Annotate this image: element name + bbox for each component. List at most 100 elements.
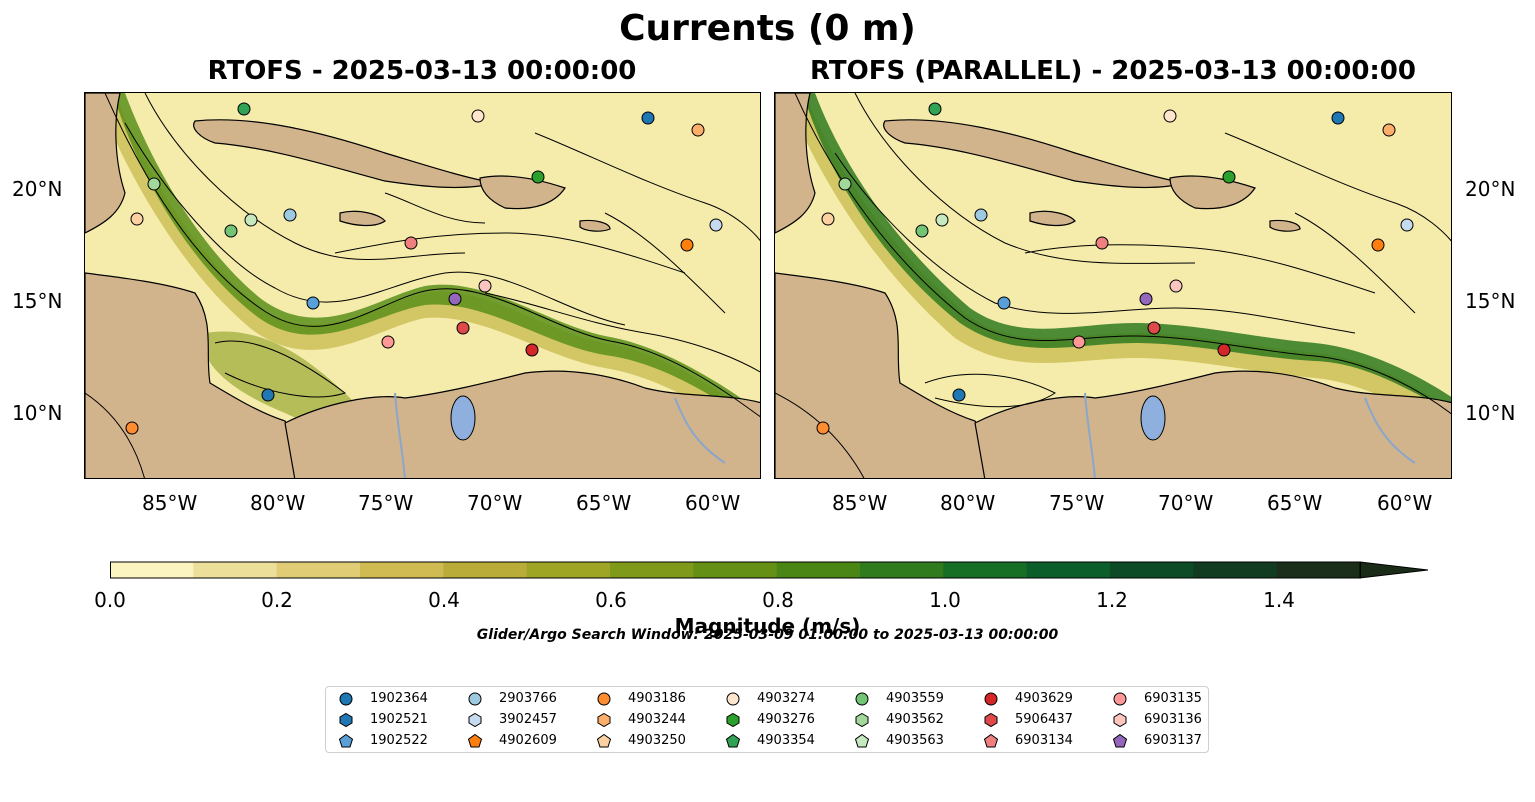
colorbar-segment <box>110 562 194 578</box>
right-lat-tick: 10°N <box>1465 401 1516 425</box>
float-4903250[interactable] <box>821 212 835 226</box>
float-4903276[interactable] <box>531 170 545 184</box>
float-3902457[interactable] <box>1400 218 1414 232</box>
left-map-panel[interactable] <box>84 92 761 479</box>
hexagon-marker-icon <box>984 712 998 728</box>
float-6903135[interactable] <box>381 335 395 349</box>
south-america-land <box>974 370 1451 478</box>
float-4903244[interactable] <box>1382 123 1396 137</box>
cuba-land <box>883 119 1186 189</box>
float-4903559[interactable] <box>224 224 238 238</box>
float-1902521[interactable] <box>952 388 966 402</box>
float-4903629[interactable] <box>1217 343 1231 357</box>
float-1902521[interactable] <box>261 388 275 402</box>
float-1902364[interactable] <box>1331 111 1345 125</box>
float-5906437[interactable] <box>1147 321 1161 335</box>
legend-label: 4903354 <box>757 733 815 748</box>
float-4903186[interactable] <box>125 421 139 435</box>
puerto-rico-land <box>1269 219 1301 232</box>
float-2903766[interactable] <box>974 208 988 222</box>
legend-label: 4903186 <box>628 691 686 706</box>
colorbar-segment <box>360 562 444 578</box>
legend-label: 4903559 <box>886 691 944 706</box>
colorbar-segment <box>693 562 778 578</box>
float-4903244[interactable] <box>691 123 705 137</box>
float-5906437[interactable] <box>456 321 470 335</box>
right-lon-tick: 65°W <box>1267 491 1323 515</box>
float-6903137[interactable] <box>1139 292 1153 306</box>
float-4903274[interactable] <box>1163 109 1177 123</box>
float-6903136[interactable] <box>1169 279 1183 293</box>
current-band-outer <box>95 93 760 442</box>
pentagon-marker-icon <box>725 733 741 748</box>
right-lon-tick: 70°W <box>1158 491 1214 515</box>
lake-maracaibo <box>450 395 476 441</box>
float-6903134[interactable] <box>404 236 418 250</box>
float-6903134[interactable] <box>1095 236 1109 250</box>
hexagon-marker-icon <box>726 712 740 728</box>
float-4903562[interactable] <box>147 177 161 191</box>
right-map-panel[interactable] <box>774 92 1452 479</box>
left-lon-tick: 80°W <box>250 491 306 515</box>
hispaniola-land <box>479 175 566 210</box>
float-1902522[interactable] <box>306 296 320 310</box>
colorbar-segment <box>1110 562 1194 578</box>
right-lon-tick: 60°W <box>1377 491 1433 515</box>
float-4903563[interactable] <box>244 213 258 227</box>
colorbar-segment <box>276 562 361 578</box>
float-6903135[interactable] <box>1072 335 1086 349</box>
colorbar-tick: 0.2 <box>261 588 293 612</box>
legend-label: 4903274 <box>757 691 815 706</box>
float-4903629[interactable] <box>525 343 539 357</box>
colorbar-segment <box>1193 562 1278 578</box>
circle-marker-icon <box>984 692 998 706</box>
legend-label: 6903136 <box>1144 712 1202 727</box>
float-3902457[interactable] <box>709 218 723 232</box>
float-4903559[interactable] <box>915 224 929 238</box>
figure-title: Currents (0 m) <box>619 8 916 49</box>
pentagon-marker-icon <box>338 733 354 748</box>
colorbar-segment <box>860 562 944 578</box>
float-6903136[interactable] <box>478 279 492 293</box>
colorbar-segment <box>943 562 1028 578</box>
float-2903766[interactable] <box>283 208 297 222</box>
float-4902609[interactable] <box>680 238 694 252</box>
float-1902522[interactable] <box>997 296 1011 310</box>
legend-label: 4903276 <box>757 712 815 727</box>
legend-label: 1902522 <box>370 733 428 748</box>
left-map-svg <box>85 93 760 478</box>
colorbar-tick: 0.8 <box>762 588 794 612</box>
pentagon-marker-icon <box>1112 733 1128 748</box>
colorbar-segment <box>443 562 528 578</box>
float-4903562[interactable] <box>838 177 852 191</box>
float-6903137[interactable] <box>448 292 462 306</box>
colorbar-tick: 1.2 <box>1096 588 1128 612</box>
river <box>1084 392 1096 478</box>
float-4903354[interactable] <box>237 102 251 116</box>
pentagon-marker-icon <box>854 733 870 748</box>
left-lon-tick: 85°W <box>142 491 198 515</box>
float-4903354[interactable] <box>928 102 942 116</box>
right-map-svg <box>775 93 1451 478</box>
pentagon-marker-icon <box>596 733 612 748</box>
float-4903563[interactable] <box>935 213 949 227</box>
legend-label: 4903562 <box>886 712 944 727</box>
float-markers <box>125 102 723 435</box>
float-4903250[interactable] <box>130 212 144 226</box>
float-4903276[interactable] <box>1222 170 1236 184</box>
right-lon-tick: 75°W <box>1049 491 1105 515</box>
colorbar-segment <box>1276 562 1361 578</box>
float-1902364[interactable] <box>641 111 655 125</box>
circle-marker-icon <box>1113 692 1127 706</box>
colorbar-segment <box>526 562 611 578</box>
colorbar-svg <box>110 561 1429 579</box>
float-4903274[interactable] <box>471 109 485 123</box>
colorbar-segment <box>610 562 694 578</box>
orinoco-river <box>1364 397 1416 464</box>
float-4903186[interactable] <box>816 421 830 435</box>
hexagon-marker-icon <box>1113 712 1127 728</box>
right-lon-tick: 80°W <box>940 491 996 515</box>
float-4902609[interactable] <box>1371 238 1385 252</box>
right-lat-tick: 20°N <box>1465 177 1516 201</box>
colorbar-tick: 0.6 <box>595 588 627 612</box>
